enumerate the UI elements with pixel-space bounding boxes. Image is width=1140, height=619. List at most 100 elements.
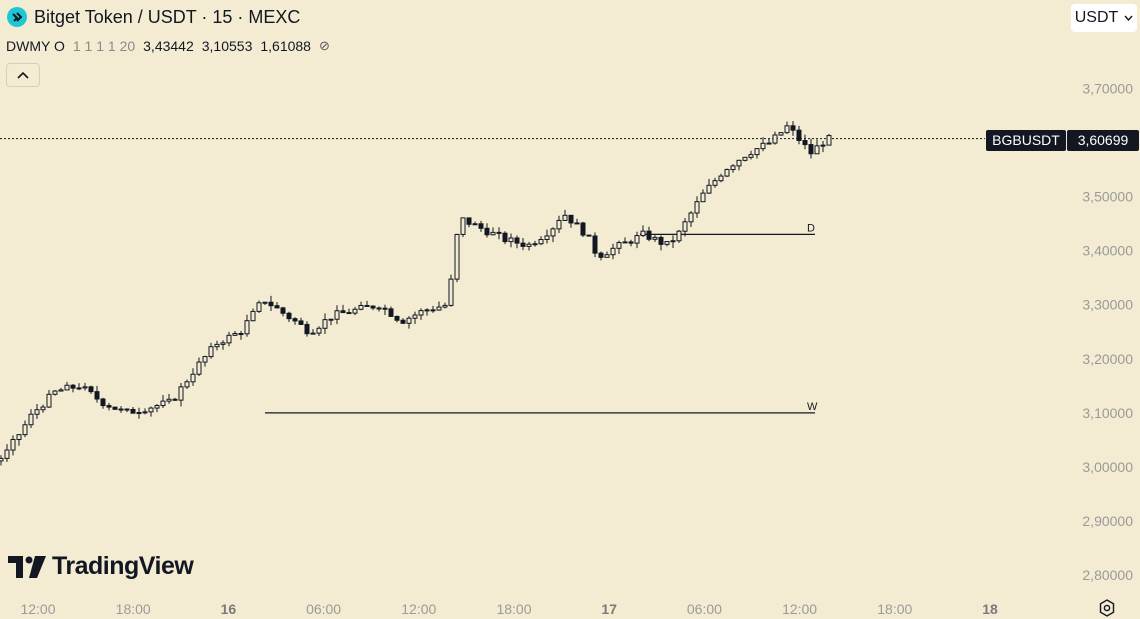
time-axis[interactable]: 12:00 18:00 16 06:00 12:00 18:00 17 06:00 12:00 1… [20,601,998,617]
settings-icon[interactable] [1098,599,1116,617]
price-tick-label: 3,00000 [1082,459,1133,475]
candle-down [280,307,286,314]
candle-up [34,409,40,415]
candle-up [52,390,58,395]
candle-up [220,342,226,345]
candle-down [496,231,502,234]
time-tick-label: 16 [221,601,237,617]
candle-up [154,405,160,409]
indicator-name[interactable]: DWMY O [6,38,65,54]
candle-up [670,240,676,243]
tradingview-logo[interactable]: TradingView [8,552,194,581]
candle-up [676,230,682,242]
indicator-settings: 1 1 1 1 20 [72,38,136,54]
level-label-d: D [807,222,815,234]
candle-down [478,223,484,229]
price-tag-value: 3,60699 [1078,132,1129,148]
collapse-legend-button[interactable] [6,63,40,87]
candle-down [376,307,382,310]
time-tick-label: 18:00 [877,601,912,617]
candle-down [628,241,634,244]
price-tick-label: 3,20000 [1082,351,1133,367]
candle-up [418,310,424,316]
candle-up [820,144,826,147]
candle-up [754,148,760,156]
candle-up [148,407,154,413]
candle-up [406,317,412,324]
candle-down [598,252,604,258]
candle-up [454,233,460,280]
candle-up [46,393,52,408]
candle-up [22,424,28,436]
candle-up [682,221,688,232]
price-tick-label: 3,70000 [1082,80,1133,96]
candle-up [262,301,268,304]
candle-up [562,214,568,221]
candle-down [172,398,178,401]
candle-up [184,381,190,388]
candle-up [766,142,772,145]
visibility-off-icon[interactable]: ⊘ [318,38,330,53]
candle-down [304,323,310,335]
candle-up [334,310,340,320]
candle-down [502,232,508,243]
candle-up [4,449,10,459]
candle-down [88,386,94,393]
price-tick-label: 2,80000 [1082,567,1133,583]
bitget-logo-icon [7,7,27,27]
candle-up [316,327,322,334]
candle-down [430,309,436,312]
candle-up [424,309,430,312]
candle-up [742,156,748,161]
candle-up [622,241,628,244]
candle-up [40,406,46,411]
indicator-value-3: 1,61088 [260,38,311,54]
candle-up [706,184,712,194]
time-tick-label: 17 [601,601,617,617]
candle-up [448,278,454,306]
candle-up [328,318,334,321]
candle-up [352,308,358,314]
candle-down [646,230,652,240]
candle-up [526,243,532,247]
chevron-down-icon [1124,15,1133,21]
candle-up [232,333,238,336]
time-tick-label: 12:00 [20,601,55,617]
candle-up [136,412,142,415]
candle-down [124,408,130,411]
candle-up [460,217,466,235]
candle-up [778,132,784,136]
price-axis[interactable]: 2,80000 2,90000 3,00000 3,10000 3,20000 3,300… [1082,80,1133,583]
candle-up [82,386,88,389]
candle-down [574,222,580,225]
candle-up [694,201,700,214]
candle-up [178,386,184,401]
time-tick-label: 06:00 [687,601,722,617]
indicator-legend[interactable]: DWMY O 1 1 1 1 20 3,43442 3,10553 1,6108… [6,38,330,54]
candle-up [58,389,64,392]
price-tick-label: 2,90000 [1082,513,1133,529]
candle-down [94,391,100,400]
candle-down [592,235,598,254]
candle-up [472,223,478,226]
candle-up [358,304,364,310]
candle-up [556,219,562,230]
candle-up [0,457,4,462]
candle-down [364,304,370,307]
candle-up [724,169,730,177]
candle-down [388,308,394,317]
candle-up [640,230,646,237]
candle-down [568,214,574,224]
candle-up [118,408,124,411]
symbol-title[interactable]: Bitget Token / USDT · 15 · MEXC [34,6,301,27]
price-tag-symbol: BGBUSDT [992,132,1060,148]
time-tick-label: 12:00 [401,601,436,617]
candle-up [190,373,196,383]
currency-select[interactable]: USDT [1071,4,1137,32]
horizontal-levels[interactable]: DW [265,222,818,414]
indicator-value-2: 3,10553 [201,38,253,54]
candle-down [658,236,664,245]
candle-up [208,346,214,358]
candle-up [322,319,328,329]
